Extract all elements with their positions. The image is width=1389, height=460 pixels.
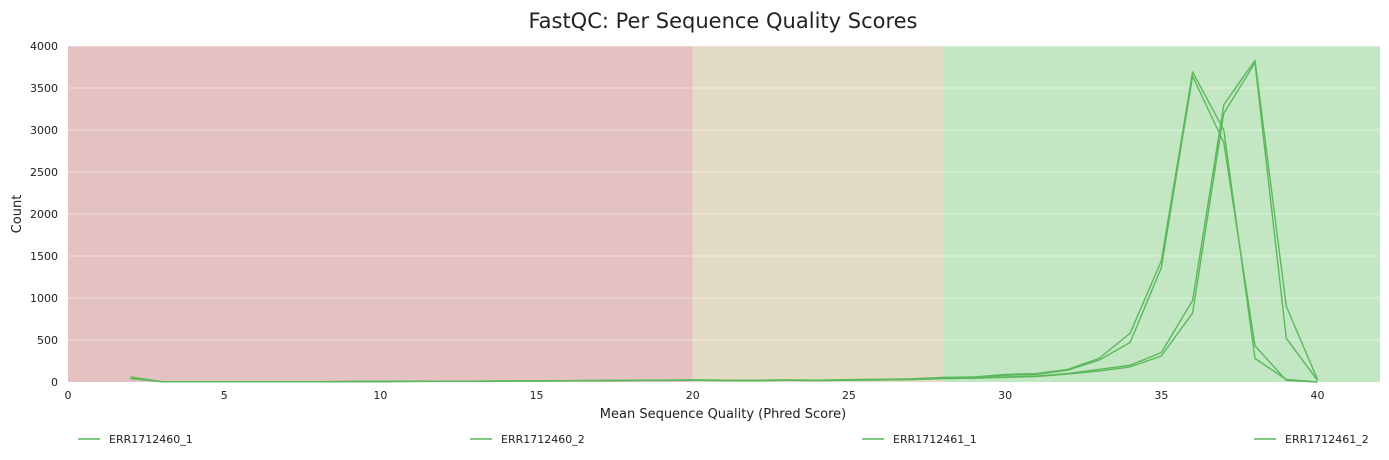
y-tick-label: 2500 xyxy=(30,166,58,179)
quality-band-2 xyxy=(692,46,943,382)
x-axis-label: Mean Sequence Quality (Phred Score) xyxy=(600,407,846,422)
y-tick-label: 500 xyxy=(37,334,58,347)
chart-title: FastQC: Per Sequence Quality Scores xyxy=(528,9,917,33)
y-tick-label: 3500 xyxy=(30,82,58,95)
legend-label: ERR1712460_2 xyxy=(501,433,585,446)
y-tick-label: 0 xyxy=(51,376,58,389)
x-tick-label: 5 xyxy=(221,389,228,402)
x-tick-label: 30 xyxy=(998,389,1012,402)
x-tick-label: 25 xyxy=(842,389,856,402)
x-tick-label: 0 xyxy=(65,389,72,402)
x-tick-label: 35 xyxy=(1154,389,1168,402)
y-tick-label: 3000 xyxy=(30,124,58,137)
quality-band-3 xyxy=(942,46,1380,382)
legend-label: ERR1712461_1 xyxy=(893,433,977,446)
x-tick-label: 40 xyxy=(1311,389,1325,402)
x-tick-label: 10 xyxy=(373,389,387,402)
x-tick-label: 15 xyxy=(530,389,544,402)
x-tick-label: 20 xyxy=(686,389,700,402)
quality-bands xyxy=(68,46,1380,382)
y-tick-label: 4000 xyxy=(30,40,58,53)
legend: ERR1712460_1 ERR1712460_2 ERR1712461_1 ERR1… xyxy=(78,433,1369,446)
y-tick-label: 1000 xyxy=(30,292,58,305)
series-lines xyxy=(130,59,1319,383)
y-tick-label: 2000 xyxy=(30,208,58,221)
y-tick-label: 1500 xyxy=(30,250,58,263)
legend-label: ERR1712461_2 xyxy=(1285,433,1369,446)
y-axis-label: Count xyxy=(10,195,25,234)
x-axis-ticks: 0 5 10 15 20 25 30 35 40 xyxy=(65,389,1325,402)
gridlines xyxy=(68,45,1380,341)
series-line-4 xyxy=(130,62,1319,383)
quality-band-1 xyxy=(68,46,693,382)
legend-label: ERR1712460_1 xyxy=(109,433,193,446)
y-axis-ticks: 0 500 1000 1500 2000 2500 3000 3500 4000 xyxy=(30,40,58,389)
